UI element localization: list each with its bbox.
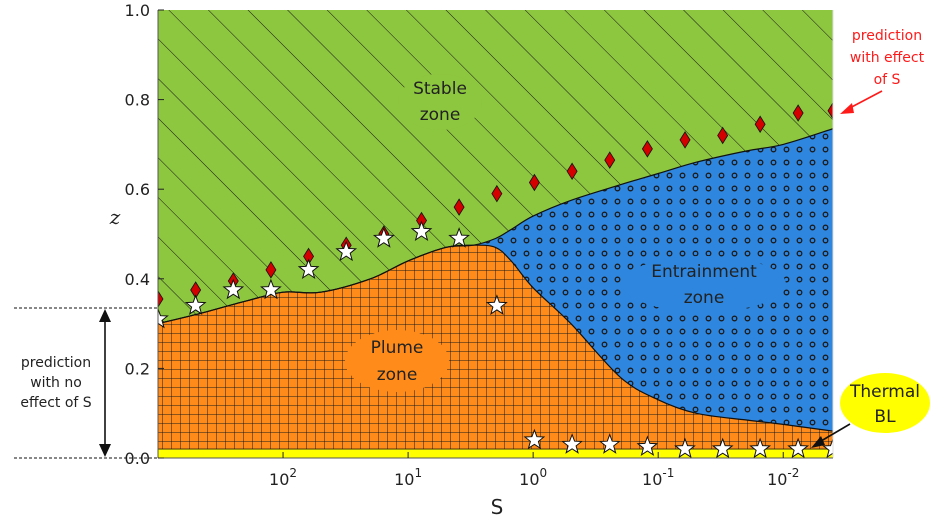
stable-zone-label-line1: Stable: [413, 79, 467, 99]
plume-zone-label-bg: [345, 330, 449, 392]
diamond-marker: [528, 173, 540, 192]
stable-zone-label-bg: [398, 74, 482, 130]
x-tick-label: 100: [519, 466, 547, 489]
thermal-bl-arrowhead: [811, 436, 825, 448]
entrainment-zone-dots: [158, 128, 833, 432]
star-marker: [372, 227, 395, 248]
star-marker: [561, 433, 583, 454]
star-marker: [787, 437, 810, 458]
star-marker: [448, 227, 470, 248]
annotation-effect-line1: prediction: [852, 28, 922, 44]
x-tick-label: 10-2: [767, 466, 799, 489]
diamond-marker: [566, 162, 578, 181]
y-tick-label: 0.2: [125, 359, 150, 378]
star-marker: [598, 433, 621, 454]
diamond-marker: [717, 126, 729, 145]
star-marker: [260, 278, 282, 300]
no-effect-line2: with no: [30, 375, 82, 391]
star-marker: [184, 294, 207, 315]
star-marker: [523, 428, 546, 450]
thermal-bl-zone: [158, 448, 833, 458]
star-marker: [486, 294, 508, 315]
thermal-bl-label-line1: Thermal: [849, 382, 920, 402]
diamond-marker: [491, 184, 503, 203]
y-tick-label: 0.8: [125, 91, 150, 110]
star-marker: [335, 240, 358, 262]
star-marker: [674, 437, 696, 458]
y-tick-label: 0.6: [125, 180, 150, 199]
entrainment-zone-label-bg: [622, 256, 786, 312]
stable-zone-label-line2: zone: [420, 105, 461, 125]
annotation-no-effect: prediction with no effect of S: [14, 307, 158, 459]
entrainment-zone-label-line1: Entrainment: [651, 262, 757, 282]
thermal-bl-label-line2: BL: [874, 407, 896, 427]
plume-boundary-line: [158, 244, 833, 432]
no-effect-arrowhead-up: [99, 309, 111, 322]
star-marker: [822, 437, 833, 458]
diamond-marker: [827, 102, 833, 120]
annotation-effect-arrowhead: [840, 103, 854, 114]
diamond-marker: [604, 151, 616, 169]
x-tick-label: 10-1: [642, 466, 674, 489]
x-axis: 102 101 100 10-1 10-2: [269, 452, 799, 489]
diamond-marker: [158, 290, 164, 308]
star-marker: [297, 258, 320, 280]
diamond-marker: [265, 261, 277, 279]
star-marker: [222, 278, 245, 300]
diamond-marker: [641, 140, 653, 158]
no-effect-line3: effect of S: [20, 395, 91, 411]
y-tick-label: 0.4: [125, 270, 150, 289]
x-axis-label: S: [491, 495, 504, 519]
y-axis: 0.0 0.2 0.4 0.6 0.8 1.0: [125, 1, 164, 468]
star-marker: [711, 437, 734, 458]
diamond-marker: [679, 131, 691, 149]
star-marker: [636, 435, 659, 457]
plume-zone-label-line1: Plume: [371, 338, 424, 358]
star-marker: [410, 220, 433, 242]
no-effect-arrowhead-down: [99, 444, 111, 457]
plume-zone-label-line2: zone: [377, 365, 418, 385]
x-tick-label: 102: [269, 466, 297, 489]
annotation-effect-line3: of S: [874, 72, 901, 88]
star-marker: [749, 437, 772, 458]
plot-area: Stable zone Entrainment zone Plume zone: [158, 10, 833, 458]
annotation-effect-of-s: prediction with effect of S: [840, 28, 925, 114]
y-tick-label: 0.0: [125, 449, 150, 468]
star-marker: [158, 307, 169, 329]
x-tick-label: 101: [394, 466, 422, 489]
markers: [158, 102, 833, 458]
y-tick-label: 1.0: [125, 1, 150, 20]
thermal-bl-label-bg: [840, 373, 930, 433]
annotation-effect-line2: with effect: [850, 50, 925, 66]
entrainment-zone-label-line2: zone: [684, 288, 725, 308]
no-effect-line1: prediction: [21, 355, 91, 371]
diamond-marker: [453, 198, 465, 216]
plume-zone-grid: [158, 245, 833, 458]
diamond-marker: [754, 115, 766, 133]
diamond-marker: [792, 104, 804, 122]
y-axis-label: z: [109, 205, 121, 229]
thermal-bl-callout: Thermal BL: [811, 373, 930, 448]
zone-labels: Stable zone Entrainment zone Plume zone: [345, 74, 786, 392]
